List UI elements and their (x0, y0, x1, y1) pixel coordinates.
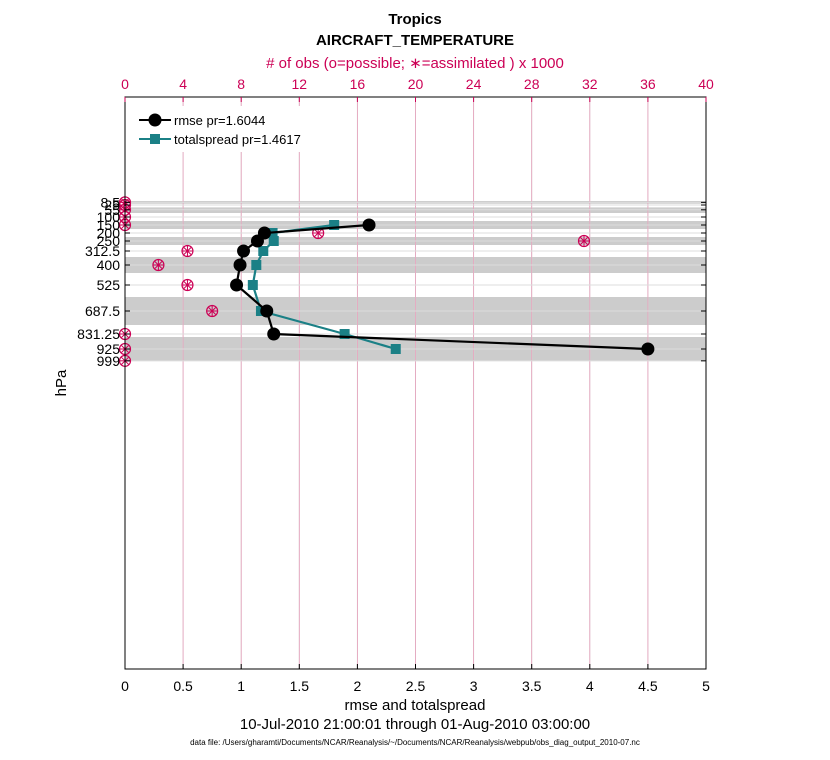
rmse-point-7 (267, 327, 281, 341)
top-axis: 0 4 8 12 16 20 24 28 32 36 40 (121, 76, 714, 102)
legend: rmse pr=1.6044 totalspread pr=1.4617 (133, 106, 328, 152)
rmse-point-6 (260, 304, 274, 318)
obs-circle (152, 258, 165, 272)
top-tick-label-7: 28 (524, 76, 540, 92)
top-tick-label-3: 12 (292, 76, 308, 92)
rmse-point-5 (230, 278, 244, 292)
top-tick-label-1: 4 (179, 76, 187, 92)
y-tick-label-12: 925 (97, 341, 121, 357)
legend-rmse-marker (148, 113, 162, 127)
rmse-point-2 (250, 234, 264, 248)
y-tick-label-7: 312.5 (85, 243, 120, 259)
y-tick-label-11: 831.25 (77, 326, 120, 342)
x-tick-label-5: 2.5 (406, 678, 426, 694)
y-tick-label-4: 150 (97, 217, 121, 233)
top-tick-label-6: 24 (466, 76, 482, 92)
date-range: 10-Jul-2010 21:00:01 through 01-Aug-2010… (240, 716, 590, 733)
y-tick-label-0: 8.5 (101, 194, 121, 210)
x-tick-label-8: 4 (586, 678, 594, 694)
obs-star-stroke (183, 247, 192, 255)
top-tick-label-8: 32 (582, 76, 598, 92)
obs-marker-6 (577, 234, 591, 248)
top-axis-label: # of obs (o=possible; ∗=assimilated ) x … (266, 55, 564, 72)
top-tick-label-5: 20 (408, 76, 424, 92)
obs-star-stroke (580, 237, 588, 245)
legend-spread-marker (150, 134, 160, 144)
y-tick-label-3: 100 (97, 209, 121, 225)
obs-star-stroke (154, 261, 163, 269)
rmse-point-4 (233, 258, 247, 272)
obs-circle (577, 234, 591, 248)
chart-title: Tropics (388, 11, 441, 28)
totalspread-point-2 (268, 236, 279, 246)
totalspread-point-8 (390, 344, 401, 354)
footnote: data file: /Users/gharamti/Documents/NCA… (190, 738, 640, 747)
x-tick-label-10: 5 (702, 678, 710, 694)
legend-rmse-label: rmse pr=1.6044 (174, 113, 265, 128)
y-tick-label-9: 525 (97, 277, 121, 293)
x-tick-label-2: 1 (237, 678, 245, 694)
y-tick-label-13: 999 (97, 353, 121, 369)
legend-box (133, 106, 328, 152)
top-tick-label-2: 8 (237, 76, 245, 92)
totalspread-point-0 (329, 220, 340, 230)
x-tick-label-1: 0.5 (173, 678, 193, 694)
obs-star-stroke (183, 281, 192, 289)
grid-lines (124, 97, 707, 669)
totalspread-point-3 (258, 246, 269, 256)
top-tick-label-9: 36 (640, 76, 656, 92)
plot-area (118, 96, 707, 670)
y-tick-label-1: 25 (104, 197, 120, 213)
obs-circle (206, 304, 219, 318)
obs-circle (181, 278, 194, 292)
x-axis-label: rmse and totalspread (345, 697, 486, 714)
x-tick-label-0: 0 (121, 678, 129, 694)
top-tick-label-0: 0 (121, 76, 129, 92)
totalspread-point-7 (339, 329, 350, 339)
obs-marker-8 (152, 258, 165, 272)
y-tick-label-2: 55 (104, 202, 120, 218)
data-series (230, 218, 655, 356)
x-tick-label-7: 3.5 (522, 678, 542, 694)
totalspread-point-4 (251, 260, 262, 270)
obs-star-stroke (314, 229, 323, 237)
rmse-point-0 (362, 218, 376, 232)
y-tick-label-6: 250 (97, 233, 121, 249)
x-tick-label-9: 4.5 (638, 678, 658, 694)
x-axis: 0 0.5 1 1.5 2 2.5 3 3.5 4 4.5 5 (121, 664, 710, 694)
y-tick-label-8: 400 (97, 257, 121, 273)
rmse-point-3 (237, 244, 251, 258)
obs-circle (181, 244, 194, 258)
x-tick-label-3: 1.5 (290, 678, 310, 694)
obs-marker-9 (181, 278, 194, 292)
obs-marker-7 (181, 244, 194, 258)
obs-marker-10 (206, 304, 219, 318)
y-tick-label-10: 687.5 (85, 303, 120, 319)
obs-star-stroke (208, 307, 217, 315)
legend-spread-label: totalspread pr=1.4617 (174, 132, 301, 147)
x-tick-label-4: 2 (354, 678, 362, 694)
x-tick-label-6: 3 (470, 678, 478, 694)
top-tick-label-10: 40 (698, 76, 714, 92)
y-axis-label: hPa (53, 369, 70, 396)
totalspread-point-5 (247, 280, 258, 290)
top-tick-label-4: 16 (350, 76, 366, 92)
rmse-point-8 (641, 342, 655, 356)
chart-subtitle: AIRCRAFT_TEMPERATURE (316, 32, 514, 49)
y-tick-label-5: 200 (97, 225, 121, 241)
